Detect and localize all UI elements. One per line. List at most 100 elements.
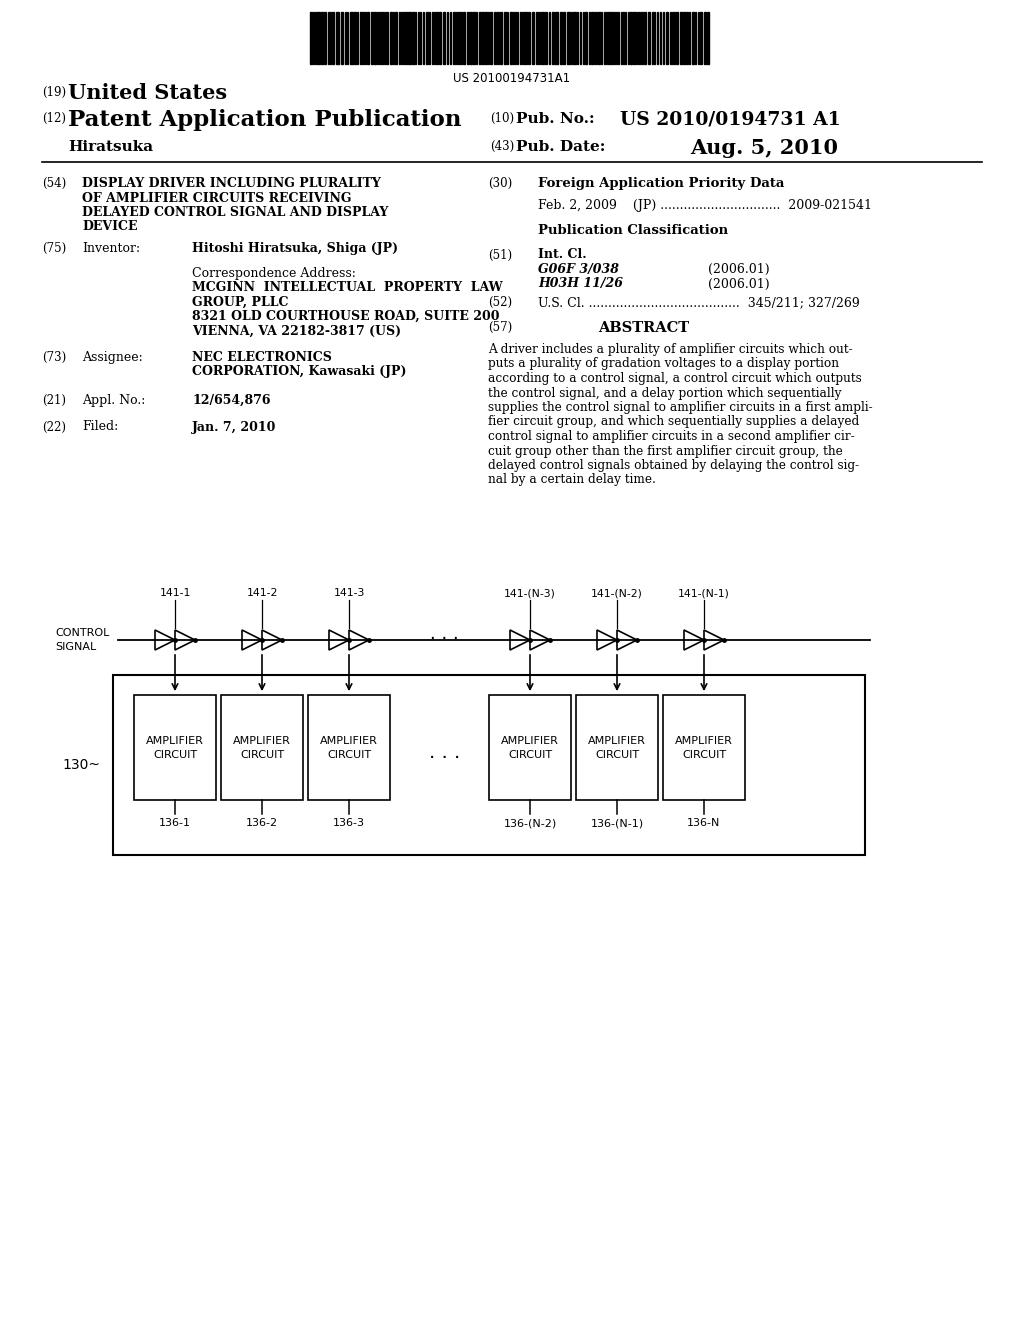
Bar — [317, 12, 319, 63]
Text: (57): (57) — [488, 321, 512, 334]
Bar — [134, 696, 216, 800]
Text: G06F 3/038: G06F 3/038 — [538, 263, 618, 276]
Bar — [426, 12, 428, 63]
Bar — [692, 12, 694, 63]
Text: 8321 OLD COURTHOUSE ROAD, SUITE 200: 8321 OLD COURTHOUSE ROAD, SUITE 200 — [193, 310, 500, 323]
Bar — [332, 12, 334, 63]
Bar — [575, 696, 658, 800]
Text: (12): (12) — [42, 112, 66, 125]
Bar — [463, 12, 465, 63]
Polygon shape — [349, 630, 369, 649]
Text: Pub. Date:: Pub. Date: — [516, 140, 605, 154]
Polygon shape — [242, 630, 262, 649]
Text: DISPLAY DRIVER INCLUDING PLURALITY: DISPLAY DRIVER INCLUDING PLURALITY — [82, 177, 381, 190]
Bar — [705, 12, 706, 63]
Bar — [563, 12, 565, 63]
Bar — [436, 12, 438, 63]
Text: (2006.01): (2006.01) — [708, 277, 770, 290]
Bar — [490, 12, 492, 63]
Bar — [221, 696, 303, 800]
Text: United States: United States — [68, 83, 227, 103]
Bar — [341, 12, 343, 63]
Text: Aug. 5, 2010: Aug. 5, 2010 — [690, 139, 838, 158]
Text: Publication Classification: Publication Classification — [538, 224, 728, 238]
Bar — [386, 12, 388, 63]
Text: Feb. 2, 2009    (JP) ...............................  2009-021541: Feb. 2, 2009 (JP) ......................… — [538, 199, 872, 213]
Bar — [473, 12, 475, 63]
Text: . . .: . . . — [429, 743, 460, 762]
Text: 141-3: 141-3 — [334, 587, 365, 598]
Bar — [390, 12, 392, 63]
Text: 136-1: 136-1 — [159, 818, 191, 828]
Bar — [308, 696, 390, 800]
Bar — [648, 12, 650, 63]
Polygon shape — [597, 630, 617, 649]
Polygon shape — [684, 630, 705, 649]
Bar — [633, 12, 635, 63]
Text: ABSTRACT: ABSTRACT — [598, 321, 689, 334]
Text: (51): (51) — [488, 248, 512, 261]
Bar — [408, 12, 411, 63]
Text: cuit group other than the first amplifier circuit group, the: cuit group other than the first amplifie… — [488, 445, 843, 458]
Bar — [479, 12, 481, 63]
Text: 141-(N-3): 141-(N-3) — [504, 587, 556, 598]
Bar — [371, 12, 373, 63]
Bar — [453, 12, 455, 63]
Text: delayed control signals obtained by delaying the control sig-: delayed control signals obtained by dela… — [488, 459, 859, 473]
Bar — [524, 12, 526, 63]
Text: Inventor:: Inventor: — [82, 242, 140, 255]
Text: Jan. 7, 2010: Jan. 7, 2010 — [193, 421, 276, 433]
Bar — [412, 12, 414, 63]
Text: (19): (19) — [42, 86, 67, 99]
Text: Correspondence Address:: Correspondence Address: — [193, 267, 356, 280]
Bar — [321, 12, 323, 63]
Bar — [611, 12, 613, 63]
Bar — [560, 12, 562, 63]
Text: (73): (73) — [42, 351, 67, 364]
Text: Patent Application Publication: Patent Application Publication — [68, 110, 462, 131]
Text: DEVICE: DEVICE — [82, 220, 137, 234]
Text: 141-(N-1): 141-(N-1) — [678, 587, 730, 598]
Text: 136-N: 136-N — [687, 818, 721, 828]
Text: AMPLIFIER
CIRCUIT: AMPLIFIER CIRCUIT — [321, 735, 378, 759]
Text: fier circuit group, and which sequentially supplies a delayed: fier circuit group, and which sequential… — [488, 416, 859, 429]
Bar — [324, 12, 326, 63]
Text: nal by a certain delay time.: nal by a certain delay time. — [488, 474, 656, 487]
Bar — [680, 12, 682, 63]
Text: . . .: . . . — [430, 624, 459, 643]
Text: VIENNA, VA 22182-3817 (US): VIENNA, VA 22182-3817 (US) — [193, 325, 401, 338]
Bar — [545, 12, 547, 63]
Bar — [608, 12, 610, 63]
Bar — [707, 12, 709, 63]
Bar — [700, 12, 702, 63]
Bar — [406, 12, 407, 63]
Bar — [552, 12, 554, 63]
Bar — [567, 12, 570, 63]
Bar — [663, 696, 745, 800]
Text: AMPLIFIER
CIRCUIT: AMPLIFIER CIRCUIT — [146, 735, 204, 759]
Bar — [666, 12, 668, 63]
Bar — [630, 12, 632, 63]
Bar — [683, 12, 685, 63]
Text: NEC ELECTRONICS: NEC ELECTRONICS — [193, 351, 332, 364]
Bar — [676, 12, 678, 63]
Text: the control signal, and a delay portion which sequentially: the control signal, and a delay portion … — [488, 387, 842, 400]
Text: SIGNAL: SIGNAL — [55, 642, 96, 652]
Text: A driver includes a plurality of amplifier circuits which out-: A driver includes a plurality of amplifi… — [488, 343, 853, 356]
Text: DELAYED CONTROL SIGNAL AND DISPLAY: DELAYED CONTROL SIGNAL AND DISPLAY — [82, 206, 388, 219]
Text: GROUP, PLLC: GROUP, PLLC — [193, 296, 289, 309]
Text: (21): (21) — [42, 393, 66, 407]
Text: OF AMPLIFIER CIRCUITS RECEIVING: OF AMPLIFIER CIRCUITS RECEIVING — [82, 191, 351, 205]
Text: (43): (43) — [490, 140, 514, 153]
Polygon shape — [155, 630, 175, 649]
Bar — [367, 12, 369, 63]
Text: AMPLIFIER
CIRCUIT: AMPLIFIER CIRCUIT — [675, 735, 733, 759]
Text: 141-(N-2): 141-(N-2) — [591, 587, 643, 598]
Text: AMPLIFIER
CIRCUIT: AMPLIFIER CIRCUIT — [233, 735, 291, 759]
Text: Assignee:: Assignee: — [82, 351, 142, 364]
Bar — [443, 12, 445, 63]
Bar — [500, 12, 502, 63]
Bar — [482, 12, 484, 63]
Text: Foreign Application Priority Data: Foreign Application Priority Data — [538, 177, 784, 190]
Bar — [374, 12, 376, 63]
